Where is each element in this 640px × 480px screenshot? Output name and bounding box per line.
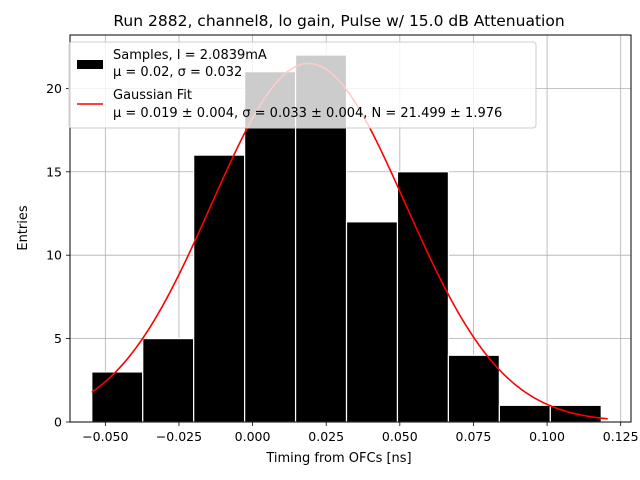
y-tick-label-4: 20: [46, 81, 62, 96]
y-axis-ticks: 0 5 10 15 20: [46, 81, 70, 430]
histogram-bar-6: [396, 171, 450, 423]
legend-fit-stats: μ = 0.019 ± 0.004, σ = 0.033 ± 0.004, N …: [113, 106, 502, 121]
legend-box: [68, 41, 537, 129]
histogram-bar-8: [498, 404, 551, 423]
chart-title: Run 2882, channel8, lo gain, Pulse w/ 15…: [113, 12, 564, 30]
legend-histogram-swatch: [77, 60, 103, 69]
x-tick-label-7: 0.125: [603, 429, 639, 444]
y-axis-label: Entries: [16, 205, 31, 251]
x-tick-label-6: 0.100: [529, 429, 565, 444]
histogram-bar-2: [193, 154, 246, 423]
y-tick-label-2: 10: [46, 248, 62, 263]
histogram-bar-7: [447, 354, 500, 423]
x-tick-label-0: −0.050: [82, 429, 128, 444]
histogram-bar-0: [91, 371, 144, 423]
y-tick-label-3: 15: [46, 164, 62, 179]
plot-frame: [69, 34, 632, 423]
x-tick-label-2: 0.000: [235, 429, 271, 444]
x-tick-label-1: −0.025: [156, 429, 202, 444]
x-tick-label-4: 0.050: [382, 429, 418, 444]
histogram-bar-3: [244, 71, 297, 423]
legend-histogram-stats: μ = 0.02, σ = 0.032: [113, 65, 242, 80]
y-tick-label-1: 5: [54, 331, 62, 346]
x-axis-label: Timing from OFCs [ns]: [265, 451, 411, 466]
legend-histogram-label: Samples, I = 2.0839mA: [113, 48, 267, 63]
x-axis-ticks: −0.050 −0.025 0.000 0.025 0.050 0.075 0.100 0.1…: [82, 422, 639, 444]
histogram-bar-1: [142, 337, 195, 423]
legend-fit-label: Gaussian Fit: [113, 88, 192, 103]
legend: Samples, I = 2.0839mA μ = 0.02, σ = 0.03…: [68, 41, 537, 129]
x-tick-label-3: 0.025: [308, 429, 344, 444]
histogram-bar-5: [345, 221, 399, 423]
x-tick-label-5: 0.075: [456, 429, 492, 444]
y-tick-label-0: 0: [54, 415, 62, 430]
